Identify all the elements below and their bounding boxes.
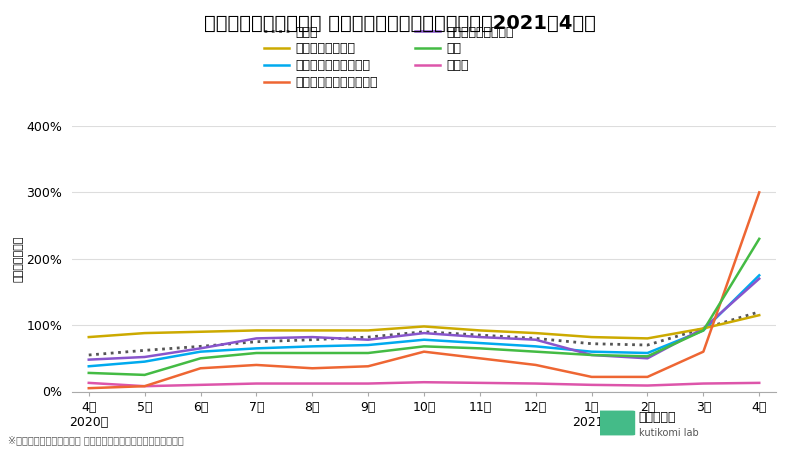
- Text: 外食産業市場動向調査 業態別売上高（前年同月比）【2021年4月】: 外食産業市場動向調査 業態別売上高（前年同月比）【2021年4月】: [204, 14, 596, 32]
- FancyBboxPatch shape: [597, 410, 635, 436]
- Text: ※日本フードサービス協会 外食産業市場動向調査より編集部作成: ※日本フードサービス協会 外食産業市場動向調査より編集部作成: [8, 436, 184, 446]
- Text: 口コミラボ: 口コミラボ: [638, 411, 676, 424]
- Legend: 全　体, ファーストフード, ファミリーレストラン, パブレストラン／居酒屋, ディナーレストラン, 喫茶, その他: 全 体, ファーストフード, ファミリーレストラン, パブレストラン／居酒屋, …: [259, 21, 518, 94]
- Y-axis label: （前年同月比）: （前年同月比）: [14, 235, 24, 282]
- Text: kutikomi lab: kutikomi lab: [638, 428, 698, 438]
